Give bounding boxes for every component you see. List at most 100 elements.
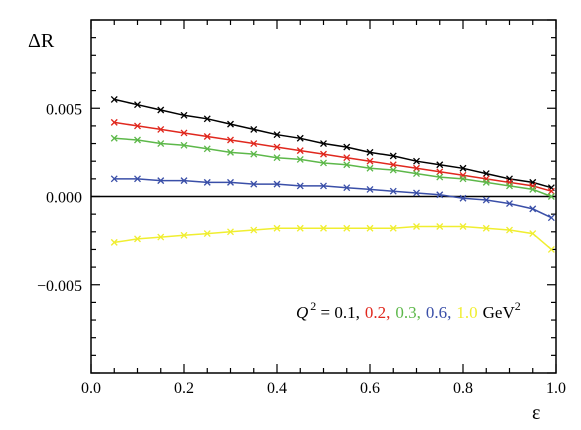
data-point-marker — [547, 193, 555, 200]
data-point-marker — [320, 159, 327, 167]
data-point-marker — [547, 214, 555, 222]
series-line — [114, 225, 552, 250]
x-tick-label: 0.4 — [267, 380, 287, 397]
y-tick-label: −0.005 — [37, 278, 82, 295]
data-point-marker — [343, 143, 351, 151]
data-point-marker — [296, 182, 304, 190]
legend-item-1: 0.1, — [334, 303, 360, 322]
data-point-marker — [320, 224, 327, 232]
series-line — [114, 178, 552, 219]
data-point-marker — [366, 224, 374, 232]
data-point-marker — [203, 230, 211, 238]
data-point-marker — [180, 231, 188, 239]
data-point-marker — [203, 178, 211, 186]
data-point-marker — [547, 245, 555, 253]
data-point-marker — [459, 175, 467, 183]
data-point-marker — [436, 173, 444, 181]
data-point-marker — [110, 118, 118, 126]
data-point-marker — [389, 152, 397, 160]
data-point-marker — [482, 196, 490, 204]
data-point-marker — [157, 106, 165, 114]
data-point-marker — [250, 140, 258, 148]
data-point-marker — [134, 101, 141, 109]
data-point-marker — [413, 189, 420, 197]
data-point-marker — [203, 133, 211, 140]
data-point-marker — [273, 143, 281, 151]
data-point-marker — [320, 150, 327, 158]
data-point-marker — [273, 154, 281, 162]
data-point-marker — [459, 194, 467, 202]
data-point-marker — [389, 166, 397, 174]
data-point-marker — [180, 141, 188, 149]
y-tick-label: 0.000 — [46, 190, 82, 207]
data-point-marker — [110, 95, 118, 103]
data-point-marker — [529, 205, 537, 213]
legend-item-3: 0.3, — [395, 303, 421, 322]
x-tick-label: 1.0 — [546, 380, 566, 397]
data-point-marker — [180, 177, 188, 185]
data-point-marker — [134, 136, 141, 144]
data-point-marker — [436, 223, 444, 230]
legend-unit-superscript: 2 — [515, 299, 521, 313]
data-point-marker — [413, 223, 420, 230]
data-point-marker — [320, 182, 327, 190]
data-point-marker — [134, 175, 141, 183]
data-point-marker — [134, 235, 141, 243]
data-point-marker — [343, 161, 351, 169]
legend-q-superscript: 2 — [310, 299, 316, 313]
data-point-marker — [436, 191, 444, 199]
legend-unit: GeV — [483, 303, 516, 322]
data-point-marker — [529, 230, 537, 238]
data-point-marker — [110, 134, 118, 142]
data-point-marker — [157, 140, 165, 148]
series-1 — [110, 95, 555, 192]
data-point-marker — [227, 228, 234, 236]
series-line — [114, 98, 552, 189]
data-point-marker — [343, 154, 351, 162]
data-point-marker — [413, 157, 420, 165]
data-point-marker — [157, 233, 165, 241]
data-point-marker — [227, 120, 234, 128]
legend-q-symbol: Q — [296, 303, 308, 322]
data-point-marker — [250, 180, 258, 188]
series-line — [114, 121, 552, 192]
data-point-marker — [529, 185, 537, 193]
data-point-marker — [343, 224, 351, 232]
data-point-marker — [273, 131, 281, 139]
x-tick-label: 0.6 — [360, 380, 380, 397]
series-5 — [110, 223, 555, 253]
data-point-marker — [547, 187, 555, 195]
x-tick-label: 0.8 — [453, 380, 473, 397]
data-point-marker — [389, 187, 397, 195]
data-point-marker — [389, 161, 397, 169]
data-point-marker — [157, 125, 165, 133]
axis-ticks: 0.0 0.2 0.4 0.6 0.8 1.0 −0.005 0.000 0.005 — [37, 19, 566, 397]
data-point-marker — [250, 150, 258, 158]
data-point-marker — [250, 125, 258, 133]
data-point-marker — [227, 136, 234, 144]
series-3 — [110, 134, 555, 200]
data-point-marker — [482, 170, 490, 178]
x-tick-label: 0.2 — [174, 380, 194, 397]
y-axis-title: ΔR — [28, 30, 55, 52]
series-layer — [110, 95, 555, 253]
data-point-marker — [482, 178, 490, 186]
data-point-marker — [296, 134, 304, 142]
data-point-marker — [134, 122, 141, 130]
data-point-marker — [110, 238, 118, 246]
data-point-marker — [296, 224, 304, 232]
x-axis-title: ε — [532, 402, 540, 424]
series-4 — [110, 175, 555, 222]
data-point-marker — [203, 145, 211, 153]
data-point-marker — [180, 129, 188, 137]
data-point-marker — [436, 161, 444, 169]
data-point-marker — [366, 185, 374, 193]
legend-item-2: 0.2, — [365, 303, 391, 322]
series-line — [114, 137, 552, 198]
data-point-marker — [157, 177, 165, 185]
data-point-marker — [250, 226, 258, 234]
data-point-marker — [459, 223, 467, 230]
data-point-marker — [366, 157, 374, 165]
data-point-marker — [203, 115, 211, 123]
y-tick-label: 0.005 — [46, 101, 82, 118]
